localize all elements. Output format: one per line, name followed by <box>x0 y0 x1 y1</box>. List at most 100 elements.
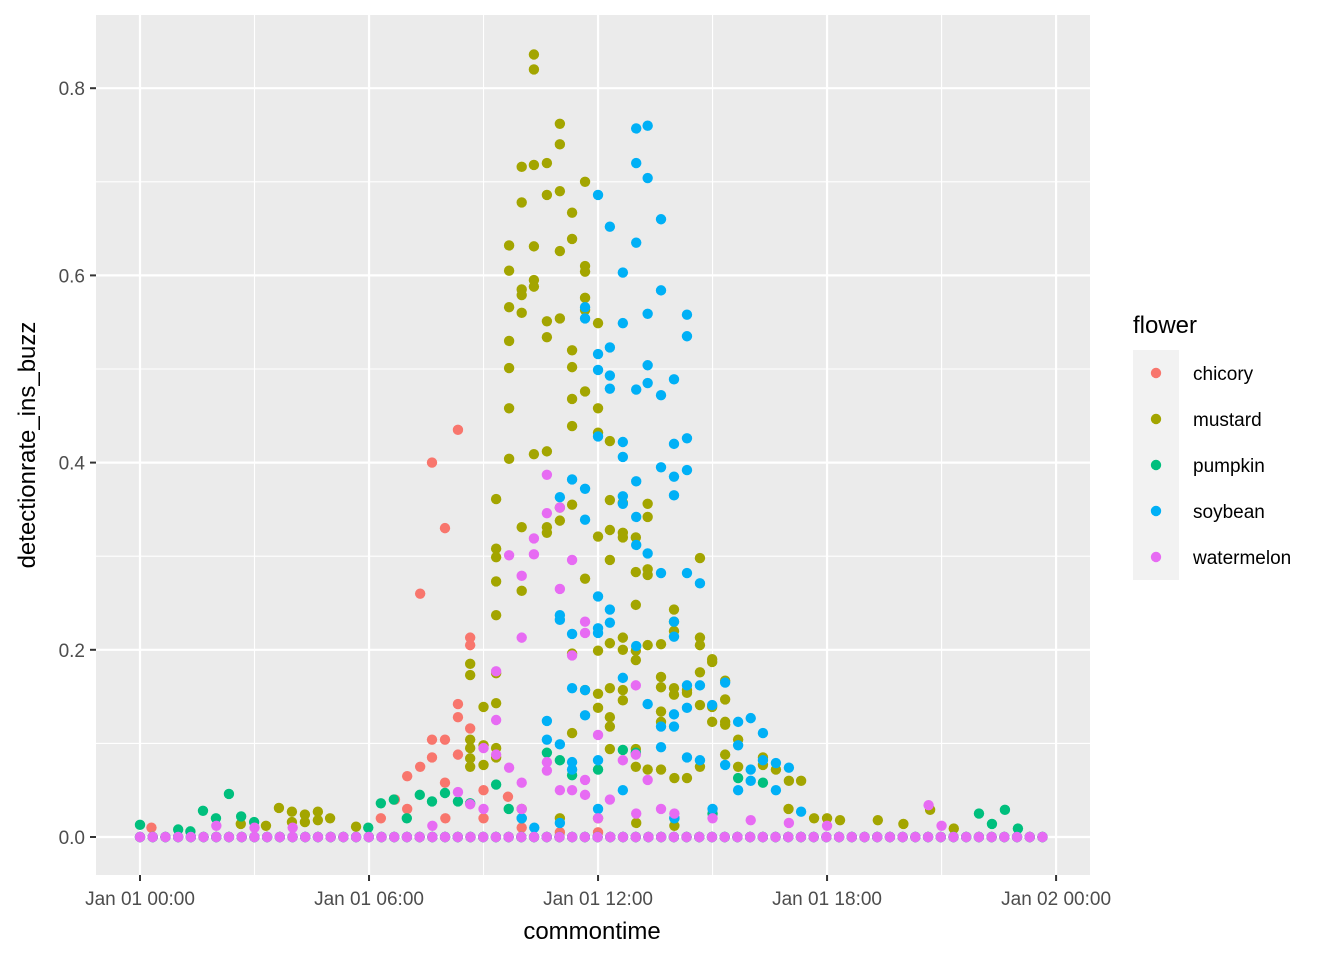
point-mustard <box>719 694 731 705</box>
point-mustard <box>260 820 272 831</box>
point-watermelon <box>566 831 578 843</box>
point-mustard <box>655 764 667 775</box>
point-watermelon <box>732 831 743 843</box>
point-pumpkin <box>414 789 425 801</box>
point-soybean <box>770 785 782 796</box>
point-soybean <box>668 471 680 482</box>
point-pumpkin <box>973 808 985 819</box>
legend-key-pumpkin <box>1150 459 1162 471</box>
x-axis-title: commontime <box>523 918 660 945</box>
point-watermelon <box>249 831 260 843</box>
legend-key-mustard <box>1150 413 1162 425</box>
point-watermelon <box>884 831 896 843</box>
point-soybean <box>617 498 629 509</box>
point-chicory <box>516 822 527 833</box>
point-watermelon <box>592 831 603 843</box>
point-watermelon <box>681 831 692 843</box>
point-mustard <box>541 446 553 457</box>
x-tick-label: Jan 02 00:00 <box>1001 889 1111 910</box>
point-watermelon <box>503 831 514 843</box>
point-chicory <box>452 749 464 760</box>
point-watermelon <box>452 786 464 798</box>
point-mustard <box>464 669 476 681</box>
point-soybean <box>770 757 782 769</box>
point-soybean <box>554 817 566 829</box>
point-chicory <box>502 791 514 802</box>
point-watermelon <box>478 742 489 754</box>
point-mustard <box>579 266 591 277</box>
point-mustard <box>516 289 527 301</box>
point-watermelon <box>198 831 209 843</box>
point-soybean <box>631 123 642 134</box>
point-mustard <box>694 639 706 651</box>
point-mustard <box>655 706 667 717</box>
point-watermelon <box>833 831 845 843</box>
point-soybean <box>631 539 642 551</box>
point-soybean <box>566 764 578 775</box>
y-tick-label: 0.4 <box>59 454 86 475</box>
point-watermelon <box>999 831 1010 843</box>
point-mustard <box>541 157 553 169</box>
point-mustard <box>642 498 653 509</box>
point-soybean <box>592 627 604 639</box>
point-mustard <box>464 761 476 772</box>
legend-label-pumpkin: pumpkin <box>1193 456 1265 477</box>
point-mustard <box>642 511 653 523</box>
point-mustard <box>541 316 553 327</box>
point-watermelon <box>592 813 604 824</box>
point-mustard <box>516 585 527 597</box>
point-mustard <box>528 49 540 60</box>
point-watermelon <box>745 814 756 826</box>
point-watermelon <box>287 822 298 833</box>
point-soybean <box>541 715 553 727</box>
point-watermelon <box>554 785 566 796</box>
point-soybean <box>642 360 653 371</box>
point-soybean <box>529 822 540 833</box>
point-watermelon <box>821 820 833 831</box>
point-soybean <box>655 285 667 296</box>
point-soybean <box>681 702 693 714</box>
point-mustard <box>706 716 718 728</box>
point-mustard <box>694 632 706 643</box>
point-soybean <box>719 759 731 771</box>
point-mustard <box>706 656 718 668</box>
point-watermelon <box>554 583 566 595</box>
point-mustard <box>490 609 502 621</box>
point-mustard <box>604 524 616 536</box>
point-soybean <box>604 370 616 381</box>
point-soybean <box>592 755 604 766</box>
point-soybean <box>579 514 591 525</box>
point-mustard <box>617 695 629 706</box>
point-soybean <box>642 308 653 319</box>
point-watermelon <box>744 831 756 843</box>
point-watermelon <box>464 799 476 810</box>
point-soybean <box>757 727 769 739</box>
point-soybean <box>719 677 731 688</box>
point-watermelon <box>427 820 438 831</box>
point-mustard <box>516 161 527 173</box>
point-mustard <box>235 818 246 830</box>
point-watermelon <box>490 831 502 843</box>
legend-key-chicory <box>1150 367 1162 379</box>
point-soybean <box>706 699 718 711</box>
point-chicory <box>414 761 426 772</box>
point-watermelon <box>936 820 947 831</box>
point-watermelon <box>160 831 171 843</box>
point-watermelon <box>566 785 578 796</box>
point-mustard <box>464 742 476 754</box>
point-pumpkin <box>1012 823 1024 834</box>
point-watermelon <box>516 632 527 643</box>
point-soybean <box>681 752 693 763</box>
point-mustard <box>541 331 553 343</box>
point-chicory <box>464 723 476 734</box>
point-chicory <box>478 785 489 796</box>
point-mustard <box>554 515 566 526</box>
point-chicory <box>439 734 451 745</box>
point-mustard <box>694 699 706 711</box>
point-mustard <box>630 566 642 578</box>
point-mustard <box>299 816 311 828</box>
point-mustard <box>566 393 578 405</box>
grid-major <box>96 15 1090 875</box>
point-mustard <box>528 448 540 460</box>
point-watermelon <box>541 765 553 776</box>
